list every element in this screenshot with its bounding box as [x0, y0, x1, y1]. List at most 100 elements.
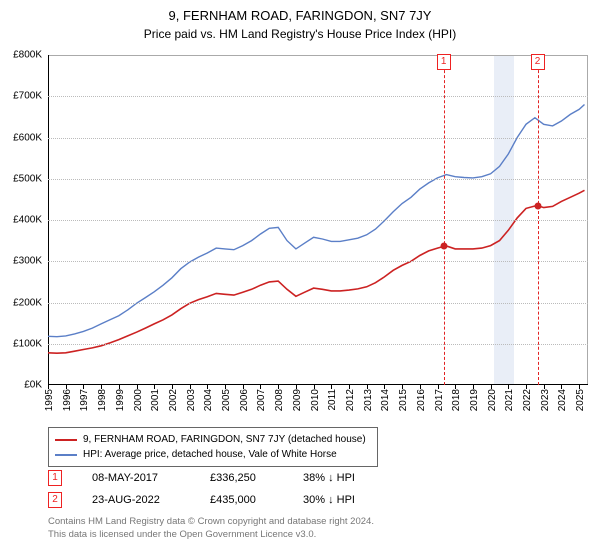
- xtick: [491, 385, 492, 389]
- xtick: [349, 385, 350, 389]
- sales-price-1: £336,250: [210, 472, 285, 484]
- xtick: [66, 385, 67, 389]
- footer-attribution: Contains HM Land Registry data © Crown c…: [48, 516, 374, 542]
- xtick-label: 2001: [150, 389, 161, 411]
- sales-price-2: £435,000: [210, 494, 285, 506]
- footer-line-2: This data is licensed under the Open Gov…: [48, 529, 374, 542]
- xtick: [119, 385, 120, 389]
- sales-row-1: 1 08-MAY-2017 £336,250 38% ↓ HPI: [48, 467, 413, 489]
- xtick-label: 2004: [203, 389, 214, 411]
- xtick: [455, 385, 456, 389]
- xtick: [473, 385, 474, 389]
- xtick: [579, 385, 580, 389]
- xtick: [331, 385, 332, 389]
- xtick-label: 2010: [310, 389, 321, 411]
- xtick-label: 2016: [416, 389, 427, 411]
- footer-line-1: Contains HM Land Registry data © Crown c…: [48, 516, 374, 529]
- legend-label-hpi: HPI: Average price, detached house, Vale…: [83, 447, 337, 462]
- xtick-label: 2000: [133, 389, 144, 411]
- ytick-label: £500K: [0, 173, 42, 184]
- xtick-label: 2014: [380, 389, 391, 411]
- xtick: [48, 385, 49, 389]
- sale-dot: [440, 243, 447, 250]
- xtick: [508, 385, 509, 389]
- series-property: [48, 190, 585, 353]
- sales-marker-1: 1: [48, 470, 62, 486]
- title-address: 9, FERNHAM ROAD, FARINGDON, SN7 7JY: [0, 8, 600, 23]
- sale-dot: [534, 202, 541, 209]
- gridline: [48, 344, 588, 345]
- xtick-label: 2022: [522, 389, 533, 411]
- xtick: [83, 385, 84, 389]
- xtick-label: 2023: [540, 389, 551, 411]
- xtick-label: 2024: [557, 389, 568, 411]
- ytick-label: £700K: [0, 91, 42, 102]
- xtick: [225, 385, 226, 389]
- sales-marker-2: 2: [48, 492, 62, 508]
- chart-container: 9, FERNHAM ROAD, FARINGDON, SN7 7JY Pric…: [0, 0, 600, 560]
- title-area: 9, FERNHAM ROAD, FARINGDON, SN7 7JY Pric…: [0, 0, 600, 41]
- xtick-label: 2018: [451, 389, 462, 411]
- xtick-label: 2006: [239, 389, 250, 411]
- ytick-label: £200K: [0, 297, 42, 308]
- xtick: [561, 385, 562, 389]
- xtick-label: 2002: [168, 389, 179, 411]
- xtick-label: 2025: [575, 389, 586, 411]
- legend-row-property: 9, FERNHAM ROAD, FARINGDON, SN7 7JY (det…: [55, 432, 371, 447]
- gridline: [48, 220, 588, 221]
- xtick: [101, 385, 102, 389]
- xtick: [172, 385, 173, 389]
- xtick-label: 2009: [292, 389, 303, 411]
- xtick: [190, 385, 191, 389]
- xtick: [402, 385, 403, 389]
- ytick-label: £0K: [0, 380, 42, 391]
- legend-swatch-hpi: [55, 454, 77, 456]
- gridline: [48, 303, 588, 304]
- gridline: [48, 179, 588, 180]
- xtick: [384, 385, 385, 389]
- sales-date-2: 23-AUG-2022: [80, 494, 192, 506]
- ytick-label: £600K: [0, 132, 42, 143]
- legend-label-property: 9, FERNHAM ROAD, FARINGDON, SN7 7JY (det…: [83, 432, 366, 447]
- xtick: [420, 385, 421, 389]
- gridline: [48, 96, 588, 97]
- chart-plot-area: £0K£100K£200K£300K£400K£500K£600K£700K£8…: [48, 55, 588, 385]
- sale-marker-box: 2: [531, 54, 545, 70]
- xtick-label: 2005: [221, 389, 232, 411]
- sales-pct-2: 30% ↓ HPI: [303, 494, 413, 506]
- xtick-label: 1996: [62, 389, 73, 411]
- xtick: [137, 385, 138, 389]
- gridline: [48, 138, 588, 139]
- xtick-label: 1998: [97, 389, 108, 411]
- title-subtitle: Price paid vs. HM Land Registry's House …: [0, 27, 600, 41]
- xtick-label: 2011: [327, 389, 338, 411]
- xtick: [243, 385, 244, 389]
- sales-pct-1: 38% ↓ HPI: [303, 472, 413, 484]
- sales-row-2: 2 23-AUG-2022 £435,000 30% ↓ HPI: [48, 489, 413, 511]
- ytick-label: £300K: [0, 256, 42, 267]
- xtick-label: 1999: [115, 389, 126, 411]
- xtick-label: 2020: [487, 389, 498, 411]
- xtick-label: 2019: [469, 389, 480, 411]
- gridline: [48, 261, 588, 262]
- xtick-label: 2015: [398, 389, 409, 411]
- xtick-label: 1997: [79, 389, 90, 411]
- sale-marker-line: [538, 55, 539, 385]
- xtick-label: 2003: [186, 389, 197, 411]
- sale-marker-line: [444, 55, 445, 385]
- sales-date-1: 08-MAY-2017: [80, 472, 192, 484]
- sales-table: 1 08-MAY-2017 £336,250 38% ↓ HPI 2 23-AU…: [48, 467, 413, 511]
- ytick-label: £800K: [0, 50, 42, 61]
- xtick-label: 2007: [256, 389, 267, 411]
- legend-row-hpi: HPI: Average price, detached house, Vale…: [55, 447, 371, 462]
- xtick-label: 2013: [363, 389, 374, 411]
- xtick: [154, 385, 155, 389]
- ytick-label: £400K: [0, 215, 42, 226]
- sale-marker-box: 1: [437, 54, 451, 70]
- ytick-label: £100K: [0, 338, 42, 349]
- xtick: [438, 385, 439, 389]
- xtick-label: 2017: [434, 389, 445, 411]
- legend-swatch-property: [55, 439, 77, 441]
- xtick: [314, 385, 315, 389]
- xtick: [278, 385, 279, 389]
